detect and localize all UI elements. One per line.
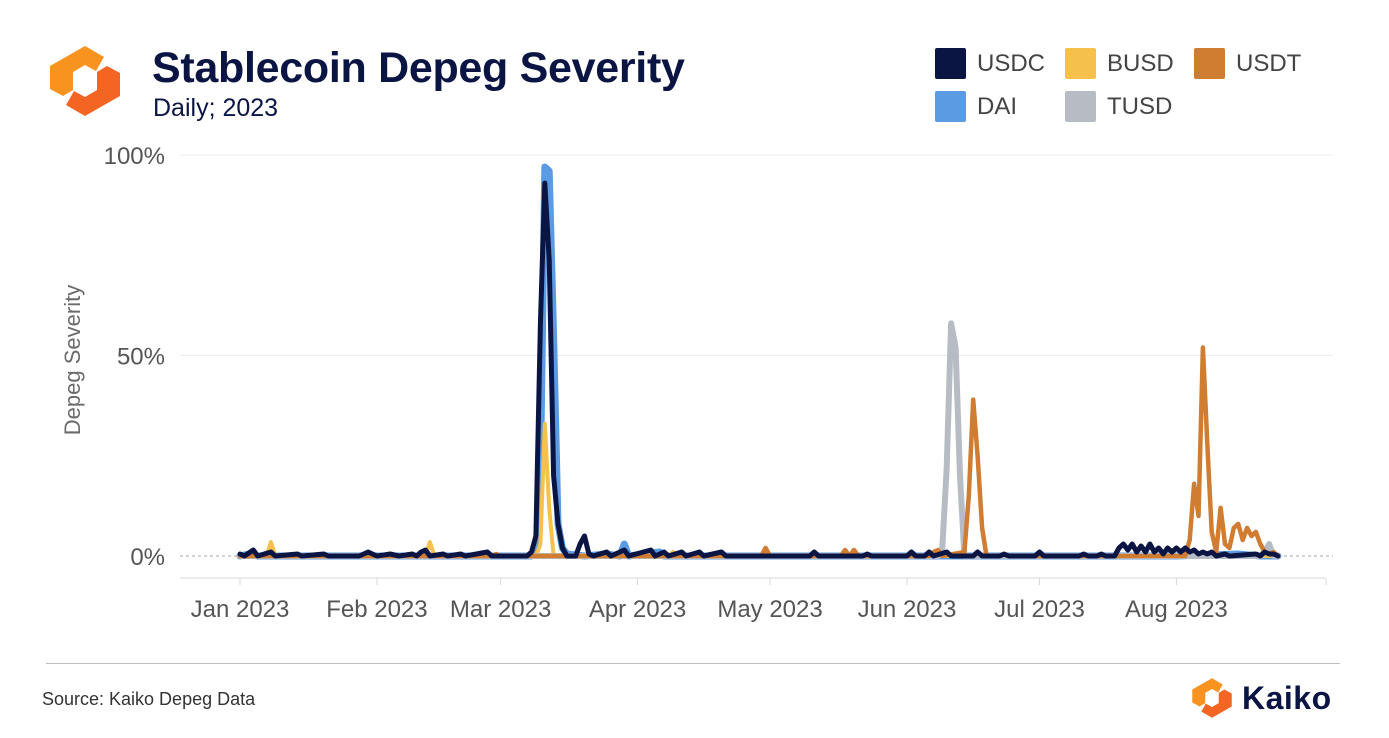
legend-label-dai: DAI — [977, 92, 1018, 120]
series-line-tusd — [237, 320, 1281, 559]
y-tick-label: 100% — [104, 143, 165, 170]
y-tick-label: 0% — [130, 544, 165, 571]
chart-legend: USDC BUSD USDT DAI TUSD — [935, 48, 1355, 128]
legend-item-usdc: USDC — [935, 48, 1045, 79]
x-tick-label: Feb 2023 — [326, 596, 427, 623]
legend-item-tusd: TUSD — [1065, 91, 1172, 122]
series-line-dai — [236, 163, 1282, 560]
x-tick-label: Jul 2023 — [994, 596, 1085, 623]
legend-swatch-busd — [1065, 48, 1096, 79]
legend-swatch-usdc — [935, 48, 966, 79]
source-note: Source: Kaiko Depeg Data — [42, 689, 256, 709]
legend-label-usdc: USDC — [977, 49, 1046, 77]
series-line-busd — [238, 421, 1280, 558]
legend-swatch-tusd — [1065, 91, 1096, 122]
footer-brand: Kaiko — [1190, 676, 1332, 720]
chart-subtitle: Daily; 2023 — [153, 94, 279, 122]
y-tick-label: 50% — [117, 344, 165, 371]
series-line-usdc — [237, 180, 1281, 559]
kaiko-logo-icon — [1192, 678, 1232, 718]
x-tick-label: May 2023 — [717, 596, 822, 623]
depeg-line-chart: 0% 50% 100% Jan 2023 Feb 2023 Mar 2023 Apr 202… — [60, 143, 1333, 623]
chart-title: Stablecoin Depeg Severity — [152, 44, 685, 92]
legend-label-usdt: USDT — [1236, 49, 1302, 77]
x-tick-label: Apr 2023 — [589, 596, 686, 623]
x-tick-label: Jun 2023 — [858, 596, 957, 623]
x-tick-label: Aug 2023 — [1125, 596, 1228, 623]
legend-item-busd: BUSD — [1065, 48, 1174, 79]
legend-label-busd: BUSD — [1107, 49, 1174, 77]
brand-name: Kaiko — [1242, 679, 1332, 716]
legend-label-tusd: TUSD — [1107, 92, 1173, 120]
legend-item-dai: DAI — [935, 91, 1017, 122]
footer-divider — [46, 663, 1340, 664]
x-tick-label: Jan 2023 — [191, 596, 290, 623]
legend-swatch-dai — [935, 91, 966, 122]
y-axis-label: Depeg Severity — [60, 285, 85, 435]
legend-item-usdt: USDT — [1194, 48, 1301, 79]
x-tick-label: Mar 2023 — [450, 596, 551, 623]
legend-swatch-usdt — [1194, 48, 1225, 79]
series-line-usdt — [237, 345, 1281, 559]
kaiko-logo-icon — [50, 46, 120, 116]
